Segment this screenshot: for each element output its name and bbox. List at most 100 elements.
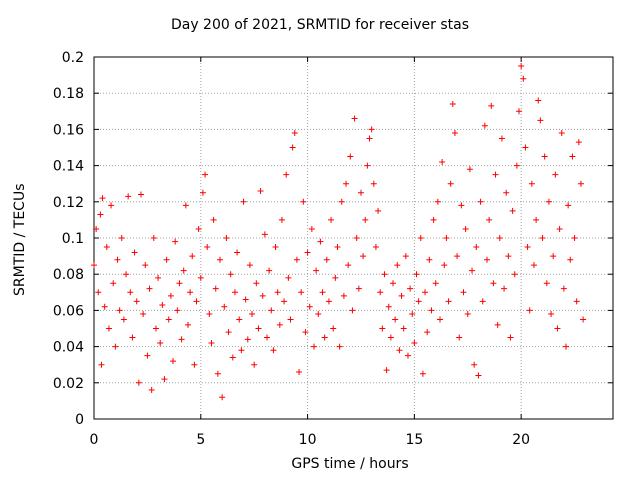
data-point [451, 130, 458, 137]
data-point [362, 216, 369, 223]
data-point [157, 339, 164, 346]
data-point [580, 316, 587, 323]
data-point [432, 280, 439, 287]
data-point [550, 253, 557, 260]
data-point [375, 207, 382, 214]
data-point [404, 352, 411, 359]
x-tick-label: 5 [196, 432, 205, 448]
data-point [304, 249, 311, 256]
data-point [441, 262, 448, 269]
data-point [473, 244, 480, 251]
data-point [454, 253, 461, 260]
data-point [407, 285, 414, 292]
data-point [253, 280, 260, 287]
data-point [336, 343, 343, 350]
data-point [231, 289, 238, 296]
y-tick-label: 0 [75, 412, 84, 428]
data-point [323, 256, 330, 263]
data-point [430, 216, 437, 223]
chart-title: Day 200 of 2021, SRMTID for receiver sta… [170, 17, 470, 33]
data-point [456, 334, 463, 341]
data-point [321, 334, 328, 341]
x-tick-label: 15 [405, 432, 423, 448]
data-point [545, 198, 552, 205]
data-point [548, 311, 555, 318]
data-point [483, 256, 490, 263]
data-point [116, 307, 123, 314]
data-point [464, 311, 471, 318]
data-point [242, 296, 249, 303]
data-point [357, 189, 364, 196]
data-point [261, 231, 268, 238]
data-point [101, 303, 108, 310]
data-point [240, 198, 247, 205]
data-point [481, 122, 488, 129]
data-point [315, 311, 322, 318]
data-point [105, 325, 112, 332]
data-point [552, 171, 559, 178]
data-point [302, 329, 309, 336]
data-point [91, 262, 97, 269]
data-point [178, 336, 185, 343]
data-point [155, 274, 162, 281]
data-point [411, 339, 418, 346]
y-tick-label: 0.1 [62, 231, 84, 247]
data-point [437, 316, 443, 323]
data-point [202, 171, 209, 178]
data-point [251, 361, 258, 368]
data-point [249, 311, 256, 318]
data-point [112, 343, 119, 350]
data-point [214, 370, 221, 377]
data-point [285, 274, 292, 281]
data-point [332, 274, 339, 281]
data-point [142, 262, 149, 269]
data-point [278, 216, 285, 223]
data-point [223, 235, 230, 241]
data-point [296, 368, 303, 375]
data-point [513, 162, 520, 169]
data-point [108, 202, 115, 209]
data-point [120, 316, 127, 323]
data-point [492, 171, 499, 178]
data-point [191, 361, 198, 368]
data-point [140, 311, 147, 318]
data-point [554, 325, 561, 332]
y-tick-label: 0.08 [53, 267, 84, 283]
data-point [276, 321, 283, 328]
data-point [505, 253, 512, 260]
data-point [415, 298, 422, 305]
data-point [565, 202, 572, 209]
data-point [419, 370, 426, 377]
data-point [98, 361, 105, 368]
data-point [563, 343, 570, 350]
data-point [381, 271, 388, 278]
data-point [445, 298, 452, 305]
data-point [206, 311, 213, 318]
data-point [466, 166, 473, 173]
data-point [229, 354, 236, 361]
data-point [475, 372, 482, 379]
data-point [496, 235, 503, 241]
data-point [569, 153, 576, 160]
data-point [353, 235, 360, 241]
data-point [161, 376, 168, 383]
data-point [270, 347, 277, 354]
y-tick-label: 0.02 [53, 376, 84, 392]
data-point [150, 235, 157, 241]
data-point [195, 225, 202, 232]
data-points [91, 63, 587, 401]
data-point [501, 285, 508, 292]
data-point [123, 271, 130, 278]
data-point [193, 298, 200, 305]
data-point [163, 256, 170, 263]
data-point [144, 352, 151, 359]
data-point [184, 321, 191, 328]
data-point [383, 367, 390, 374]
data-point [533, 216, 540, 223]
data-point [212, 285, 219, 292]
data-point [398, 292, 405, 299]
y-tick-label: 0.06 [53, 303, 84, 319]
data-point [189, 253, 196, 260]
data-point [528, 180, 535, 187]
data-point [300, 198, 307, 205]
